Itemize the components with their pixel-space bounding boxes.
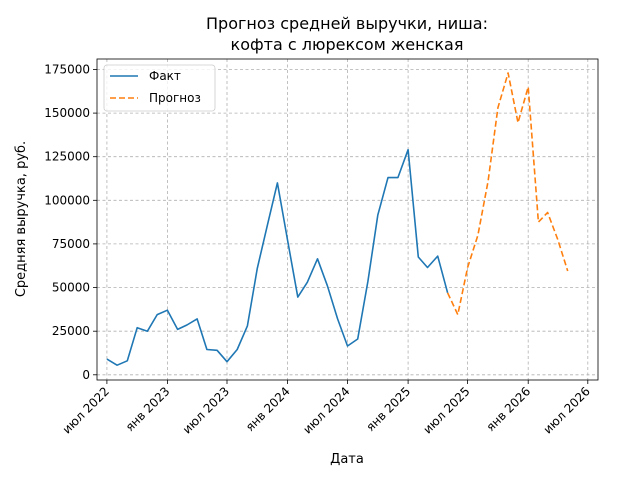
grid [97, 59, 598, 380]
legend-label-fact: Факт [149, 69, 181, 83]
y-tick-label: 125000 [44, 150, 90, 164]
chart-title-line-2: кофта с люрексом женская [231, 35, 464, 54]
y-tick-label: 150000 [44, 106, 90, 120]
y-axis-label: Средняя выручка, руб. [14, 141, 29, 297]
y-tick-label: 75000 [52, 237, 90, 251]
y-tick-label: 175000 [44, 63, 90, 77]
forecast-series-line [446, 72, 569, 316]
legend-label-forecast: Прогноз [149, 91, 201, 105]
y-tick-label: 25000 [52, 324, 90, 338]
legend: Факт Прогноз [103, 64, 216, 112]
y-axis-ticks: 0 25000 50000 75000 100000 125000 150000 175000 [44, 63, 97, 382]
y-tick-label: 0 [82, 368, 90, 382]
series-group [106, 72, 569, 367]
chart-title-line-1: Прогноз средней выручки, ниша: [206, 14, 488, 33]
fact-series-line [106, 148, 449, 367]
x-axis-label: Дата [330, 452, 364, 467]
y-tick-label: 100000 [44, 193, 90, 207]
y-tick-label: 50000 [52, 281, 90, 295]
